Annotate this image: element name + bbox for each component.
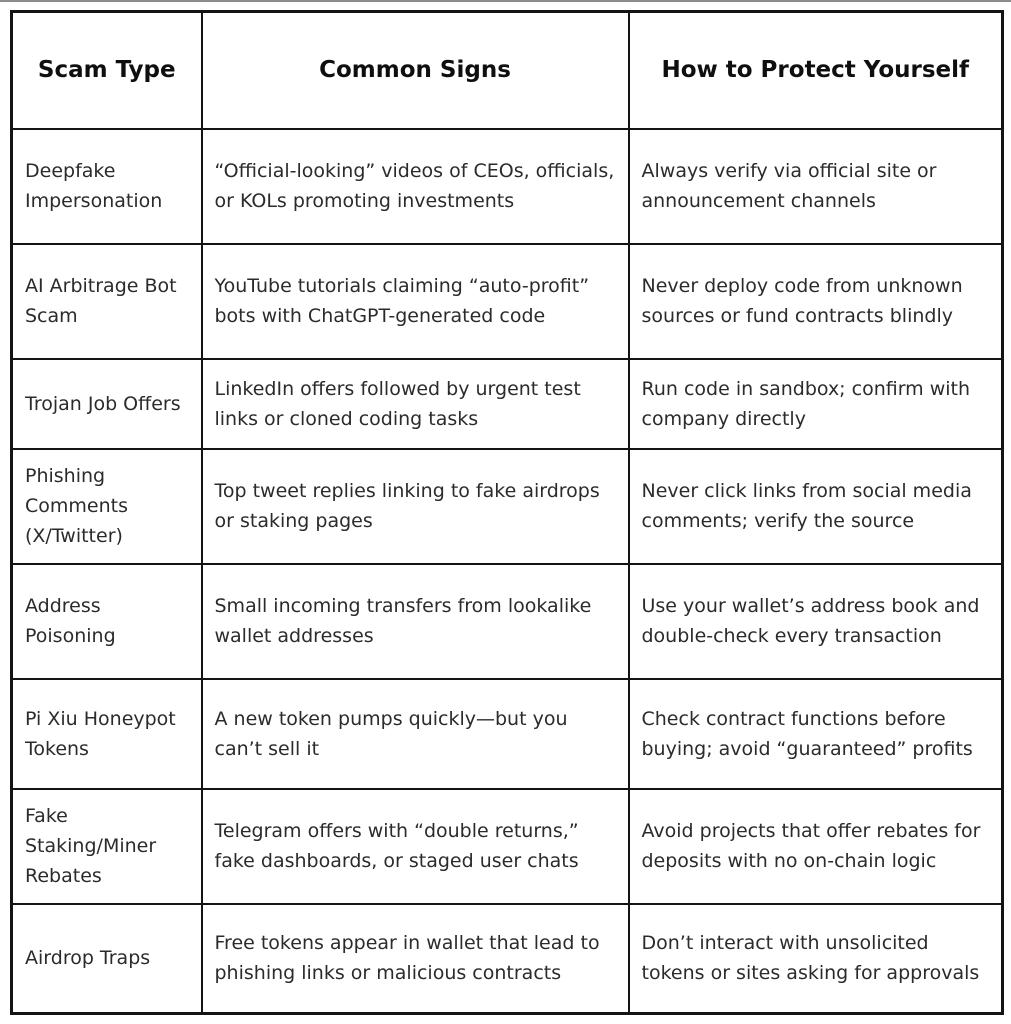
cell-protection: Never deploy code from unknown sources o…: [627, 242, 1004, 360]
cell-protection: Always verify via official site or annou…: [627, 127, 1004, 245]
cell-scam-type: AI Arbitrage Bot Scam: [10, 242, 203, 360]
table-row: AI Arbitrage Bot Scam YouTube tutorials …: [10, 242, 1004, 360]
cell-scam-type: Airdrop Traps: [10, 902, 203, 1015]
cell-scam-type: Address Poisoning: [10, 562, 203, 680]
cell-protection: Avoid projects that offer rebates for de…: [627, 787, 1004, 905]
cell-common-signs: A new token pumps quickly—but you can’t …: [200, 677, 630, 790]
cell-common-signs: LinkedIn offers followed by urgent test …: [200, 357, 630, 450]
cropped-top-edge-line: [0, 0, 1011, 2]
header-scam-type: Scam Type: [10, 10, 203, 130]
table-row: Address Poisoning Small incoming transfe…: [10, 562, 1004, 680]
cell-common-signs: “Official-looking” videos of CEOs, offic…: [200, 127, 630, 245]
table-row: Trojan Job Offers LinkedIn offers follow…: [10, 357, 1004, 450]
cell-protection: Use your wallet’s address book and doubl…: [627, 562, 1004, 680]
cell-common-signs: Top tweet replies linking to fake airdro…: [200, 447, 630, 565]
cell-scam-type: Trojan Job Offers: [10, 357, 203, 450]
cell-scam-type: Fake Staking/Miner Rebates: [10, 787, 203, 905]
cell-common-signs: Free tokens appear in wallet that lead t…: [200, 902, 630, 1015]
cell-protection: Never click links from social media comm…: [627, 447, 1004, 565]
cell-scam-type: Pi Xiu Honeypot Tokens: [10, 677, 203, 790]
table-row: Phishing Comments (X/Twitter) Top tweet …: [10, 447, 1004, 565]
scam-comparison-table: Scam Type Common Signs How to Protect Yo…: [10, 10, 1004, 1015]
table-row: Deepfake Impersonation “Official-looking…: [10, 127, 1004, 245]
cell-common-signs: YouTube tutorials claiming “auto-profit”…: [200, 242, 630, 360]
cell-common-signs: Telegram offers with “double returns,” f…: [200, 787, 630, 905]
table-row: Pi Xiu Honeypot Tokens A new token pumps…: [10, 677, 1004, 790]
header-common-signs: Common Signs: [200, 10, 630, 130]
cell-scam-type: Deepfake Impersonation: [10, 127, 203, 245]
cell-protection: Run code in sandbox; confirm with compan…: [627, 357, 1004, 450]
cell-scam-type: Phishing Comments (X/Twitter): [10, 447, 203, 565]
header-protection: How to Protect Yourself: [627, 10, 1004, 130]
cell-protection: Don’t interact with unsolicited tokens o…: [627, 902, 1004, 1015]
cell-common-signs: Small incoming transfers from lookalike …: [200, 562, 630, 680]
table-header-row: Scam Type Common Signs How to Protect Yo…: [10, 10, 1004, 130]
cell-protection: Check contract functions before buying; …: [627, 677, 1004, 790]
table-row: Fake Staking/Miner Rebates Telegram offe…: [10, 787, 1004, 905]
table-row: Airdrop Traps Free tokens appear in wall…: [10, 902, 1004, 1015]
